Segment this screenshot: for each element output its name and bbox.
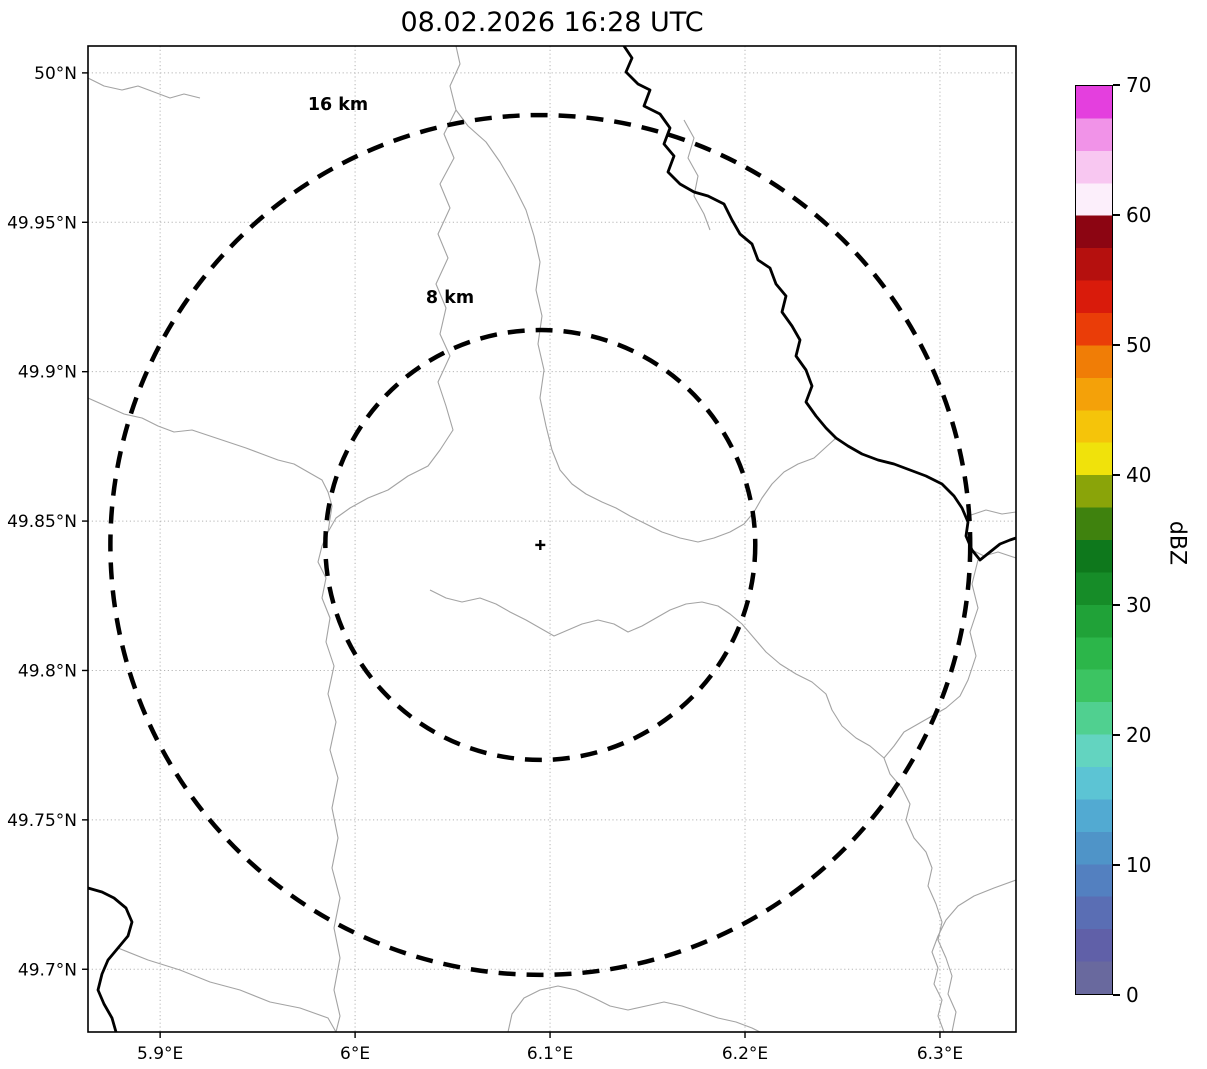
boundary-line xyxy=(507,985,761,1032)
figure-title: 08.02.2026 16:28 UTC xyxy=(400,7,704,38)
colorbar-tick-mark xyxy=(1113,604,1120,606)
boundary-line xyxy=(455,109,837,543)
colorbar-tick-mark xyxy=(1113,734,1120,736)
y-tick-label: 49.95°N xyxy=(7,213,77,233)
y-tick-label: 49.85°N xyxy=(7,512,77,532)
boundary-line xyxy=(931,879,1016,1032)
colorbar xyxy=(1075,85,1113,995)
y-tick-label: 49.9°N xyxy=(18,363,77,383)
colorbar-tick-mark xyxy=(1113,474,1120,476)
x-tick-label: 6°E xyxy=(340,1044,370,1064)
boundary-line xyxy=(88,77,201,99)
boundary-line xyxy=(117,947,337,1032)
boundary-line xyxy=(88,397,333,533)
colorbar-tick-label: 40 xyxy=(1126,463,1152,487)
colorbar-tick-label: 70 xyxy=(1126,73,1152,97)
y-tick-label: 49.75°N xyxy=(7,811,77,831)
boundary-line xyxy=(971,549,1016,559)
colorbar-tick-label: 60 xyxy=(1126,203,1152,227)
range-ring-label: 8 km xyxy=(426,288,474,308)
colorbar-axis-label: dBZ xyxy=(1164,520,1190,566)
colorbar-tick-mark xyxy=(1113,864,1120,866)
x-tick-label: 6.3°E xyxy=(917,1044,963,1064)
river-border-line xyxy=(622,46,1016,562)
x-tick-label: 5.9°E xyxy=(137,1044,183,1064)
radar-center-marker xyxy=(535,539,546,550)
colorbar-tick-mark xyxy=(1113,84,1120,86)
map-plot-area: 16 km 8 km xyxy=(88,46,1016,1032)
colorbar-tick-mark xyxy=(1113,344,1120,346)
colorbar-tick-mark xyxy=(1113,994,1120,996)
colorbar-tick-label: 0 xyxy=(1126,983,1139,1007)
y-tick-label: 49.8°N xyxy=(18,661,77,681)
range-ring-label: 16 km xyxy=(308,95,368,115)
range-ring-8km xyxy=(323,327,758,763)
boundary-line xyxy=(967,509,1016,517)
y-tick-label: 50°N xyxy=(34,64,77,84)
boundary-line xyxy=(883,559,979,759)
plot-border xyxy=(87,45,1017,1033)
boundary-line xyxy=(683,119,711,231)
colorbar-tick-label: 10 xyxy=(1126,853,1152,877)
colorbar-tick-label: 20 xyxy=(1126,723,1152,747)
x-tick-label: 6.1°E xyxy=(527,1044,573,1064)
y-tick-label: 49.7°N xyxy=(18,960,77,980)
boundary-line xyxy=(429,589,957,1032)
x-tick-label: 6.2°E xyxy=(722,1044,768,1064)
boundary-line xyxy=(317,46,461,1032)
range-ring-16km xyxy=(108,112,973,978)
colorbar-tick-label: 50 xyxy=(1126,333,1152,357)
river-border-line xyxy=(88,886,134,1032)
colorbar-tick-mark xyxy=(1113,214,1120,216)
colorbar-tick-label: 30 xyxy=(1126,593,1152,617)
